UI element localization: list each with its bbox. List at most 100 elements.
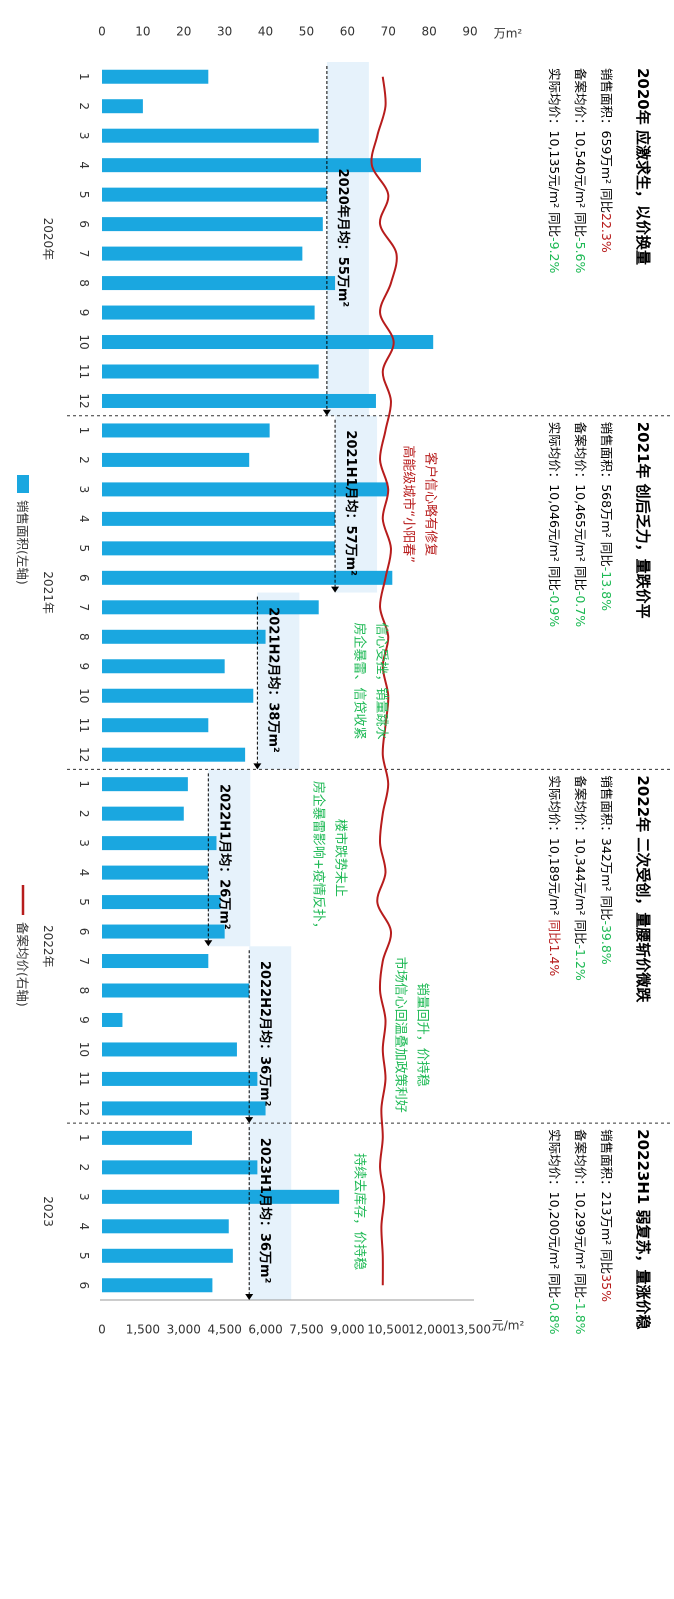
month-tick-label: 5 (77, 1252, 91, 1260)
month-tick-label: 1 (77, 73, 91, 81)
month-tick-label: 12 (77, 393, 91, 408)
average-arrowhead-4 (245, 1117, 254, 1124)
month-tick-label: 12 (77, 1101, 91, 1116)
panel-title-1: 2021年 创后乏力，量跌价平 (634, 422, 652, 619)
year-label-2: 2022年 (41, 925, 55, 968)
panel-line-3: 备案均价：10,299元/m² 同比-1.8% (573, 1129, 588, 1335)
right-axis-tick: 3,000 (167, 1323, 201, 1337)
left-axis-tick: 20 (176, 25, 191, 39)
panel-line-text: 备案均价：10,344元/m² 同比 (573, 775, 588, 944)
year-label-1: 2021年 (41, 571, 55, 614)
month-tick-label: 5 (77, 545, 91, 553)
bar (102, 1160, 258, 1175)
bar (101, 1042, 237, 1057)
bar (101, 806, 184, 821)
bar (102, 983, 250, 998)
month-tick-label: 8 (77, 987, 91, 995)
month-tick-label: 3 (77, 1193, 91, 1201)
bar (101, 629, 266, 644)
month-tick-label: 7 (77, 603, 91, 611)
right-axis-tick: 6,000 (248, 1323, 282, 1337)
month-tick-label: 10 (77, 334, 91, 349)
average-arrowhead-2 (253, 763, 262, 770)
bar (102, 777, 188, 792)
panel-line-highlight: 同比1.4% (547, 920, 562, 977)
bar (102, 99, 143, 114)
bar (101, 688, 254, 703)
bar (102, 393, 376, 408)
legend-line-label: 备案均价(右轴) (15, 922, 30, 1007)
panel-line-0: 实际均价：10,135元/m² 同比-9.2% (547, 68, 562, 274)
panel-line-highlight: -39.8% (599, 920, 614, 964)
panel-line-3: 实际均价：10,200元/m² 同比-0.8% (547, 1129, 562, 1335)
average-band-0 (326, 62, 369, 416)
annotation-0: 高能级城市“小阳春” (401, 445, 417, 562)
left-axis-tick: 60 (340, 25, 355, 39)
bar (101, 69, 209, 84)
left-axis-tick: 80 (421, 25, 436, 39)
left-axis-unit: 万m² (494, 27, 523, 41)
month-tick-label: 3 (77, 486, 91, 494)
panel-line-text: 销售面积：659万m² 同比 (599, 68, 614, 213)
left-axis-tick: 10 (135, 25, 150, 39)
bar (102, 305, 315, 320)
panel-line-highlight: -1.8% (573, 1298, 588, 1334)
panel-line-text: 实际均价：10,200元/m² 同比 (547, 1129, 562, 1298)
month-tick-label: 2 (77, 102, 91, 110)
panel-line-highlight: -1.2% (573, 945, 588, 981)
panel-line-highlight: -9.2% (547, 237, 562, 273)
panel-title-2: 2022年 二次受创，量腰斩价微跌 (634, 775, 652, 1003)
month-tick-label: 1 (77, 780, 91, 788)
month-tick-label: 6 (77, 1281, 91, 1289)
average-band-1 (335, 415, 378, 593)
left-axis-tick: 30 (217, 25, 232, 39)
panel-line-highlight: -5.6% (573, 237, 588, 273)
month-tick-label: 4 (77, 1222, 91, 1230)
panel-line-2: 销售面积：342万m² 同比-39.8% (599, 775, 614, 964)
bar (101, 1101, 266, 1116)
bar (102, 1189, 340, 1204)
right-axis-tick: 13,500 (449, 1323, 491, 1337)
panel-line-highlight: -0.8% (547, 1298, 562, 1334)
bar (102, 836, 217, 851)
right-axis-tick: 0 (98, 1323, 106, 1337)
average-arrowhead-0 (322, 409, 331, 416)
panel-title-3: 20223H1 弱复苏，量涨价稳 (634, 1129, 652, 1329)
month-tick-label: 6 (77, 574, 91, 582)
bar (102, 511, 336, 526)
price-line (370, 76, 398, 1286)
month-tick-label: 11 (77, 718, 91, 733)
panel-line-highlight: -0.7% (573, 591, 588, 627)
bar (102, 747, 246, 762)
bar (101, 865, 209, 880)
average-band-4 (249, 946, 292, 1124)
bar (102, 364, 319, 379)
panel-line-1: 备案均价：10,465元/m² 同比-0.7% (573, 422, 588, 628)
right-axis-tick: 12,000 (408, 1323, 450, 1337)
month-tick-label: 9 (77, 309, 91, 317)
panel-line-text: 实际均价：10,046元/m² 同比 (547, 422, 562, 591)
month-tick-label: 10 (77, 688, 91, 703)
bar (101, 954, 209, 969)
average-arrowhead-1 (331, 586, 340, 593)
panel-line-text: 备案均价：10,540元/m² 同比 (573, 68, 588, 237)
month-tick-label: 7 (77, 250, 91, 258)
month-tick-label: 6 (77, 220, 91, 228)
right-axis-tick: 1,500 (126, 1323, 160, 1337)
bar (102, 423, 270, 438)
month-tick-label: 6 (77, 928, 91, 936)
month-tick-label: 1 (77, 427, 91, 435)
panel-line-highlight: 22.3% (599, 213, 614, 253)
month-tick-label: 4 (77, 869, 91, 877)
month-tick-label: 5 (77, 898, 91, 906)
month-tick-label: 1 (77, 1134, 91, 1142)
right-axis-unit: 元/m² (492, 1319, 525, 1333)
bar (102, 600, 319, 615)
month-tick-label: 9 (77, 1016, 91, 1024)
bar (102, 128, 319, 143)
month-tick-label: 8 (77, 633, 91, 641)
bar (102, 541, 336, 556)
